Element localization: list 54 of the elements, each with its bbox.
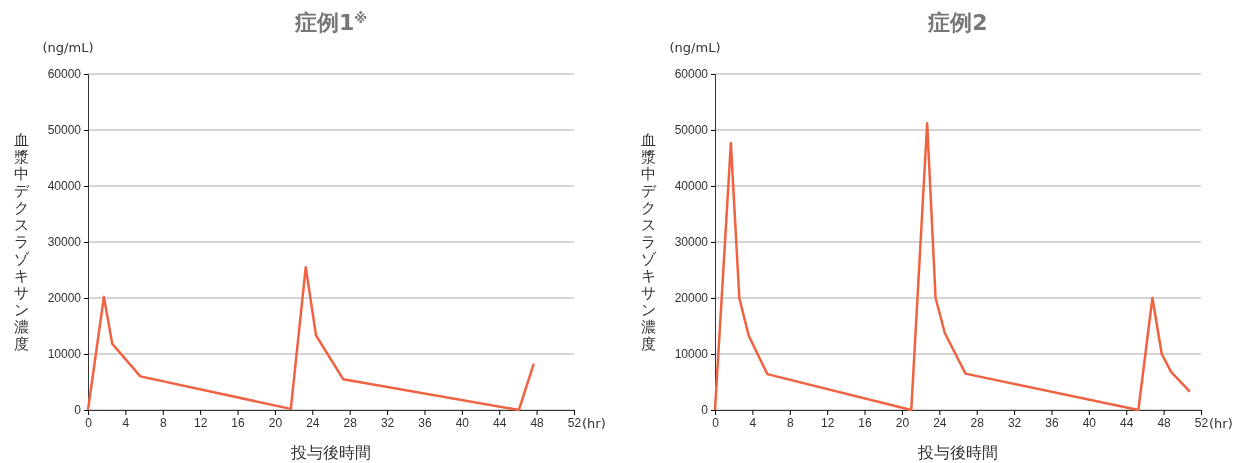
y-tick-label: 60000 — [47, 67, 82, 82]
x-tick-label: 24 — [306, 415, 320, 430]
x-tick-label: 48 — [1157, 415, 1172, 430]
x-axis-title: 投与後時間 — [290, 443, 371, 462]
text: 血漿中デクスラゾキサン濃度 — [13, 131, 29, 353]
y-tick-label: 20000 — [47, 291, 82, 306]
x-tick-label: 48 — [530, 415, 545, 430]
x-tick-label: 44 — [493, 415, 507, 430]
x-tick-label: 52 — [567, 415, 582, 430]
x-tick-label: 36 — [1045, 415, 1059, 430]
y-tick-label: 50000 — [47, 123, 82, 138]
chart-title: 症例2 — [927, 10, 988, 35]
y-tick-label: 60000 — [674, 67, 709, 82]
x-tick-label: 0 — [85, 415, 93, 430]
x-tick-label: 52 — [1194, 415, 1209, 430]
line-series — [86, 265, 536, 412]
text: (hr) — [582, 416, 606, 431]
x-axis-title: 投与後時間 — [917, 443, 998, 462]
x-tick-label: 8 — [159, 415, 167, 430]
x-tick-label: 8 — [786, 415, 794, 430]
x-tick-label: 12 — [820, 415, 835, 430]
x-tick-label: 0 — [712, 415, 720, 430]
text: 血漿中デクスラゾキサン濃度 — [640, 131, 656, 353]
x-tick-label: 4 — [122, 415, 130, 430]
x-tick-label: 40 — [1082, 415, 1097, 430]
x-tick-label: 40 — [455, 415, 470, 430]
text: (ng/mL) — [669, 40, 721, 55]
text: (ng/mL) — [42, 40, 94, 55]
line-series — [713, 122, 1192, 412]
y-tick-label: 40000 — [674, 179, 709, 194]
x-tick-label: 44 — [1120, 415, 1134, 430]
x-tick-label: 12 — [193, 415, 208, 430]
x-tick-label: 32 — [1007, 415, 1022, 430]
y-tick-label: 10000 — [47, 347, 82, 362]
x-tick-label: 20 — [895, 415, 910, 430]
x-tick-label: 28 — [970, 415, 985, 430]
y-tick-label: 20000 — [674, 291, 709, 306]
y-tick-label: 30000 — [47, 235, 82, 250]
y-tick-label: 50000 — [674, 123, 709, 138]
x-tick-label: 16 — [231, 415, 246, 430]
y-tick-label: 10000 — [674, 347, 709, 362]
y-tick-label: 0 — [74, 403, 82, 418]
x-tick-label: 24 — [933, 415, 947, 430]
x-tick-label: 32 — [380, 415, 395, 430]
x-tick-label: 16 — [858, 415, 873, 430]
text: (hr) — [1209, 416, 1233, 431]
y-tick-label: 40000 — [47, 179, 82, 194]
chart-title: 症例1$^{※}$ — [293, 10, 368, 35]
y-tick-label: 0 — [701, 403, 709, 418]
y-tick-label: 30000 — [674, 235, 709, 250]
x-tick-label: 36 — [418, 415, 432, 430]
x-tick-label: 28 — [343, 415, 358, 430]
x-tick-label: 20 — [268, 415, 283, 430]
x-tick-label: 4 — [749, 415, 757, 430]
